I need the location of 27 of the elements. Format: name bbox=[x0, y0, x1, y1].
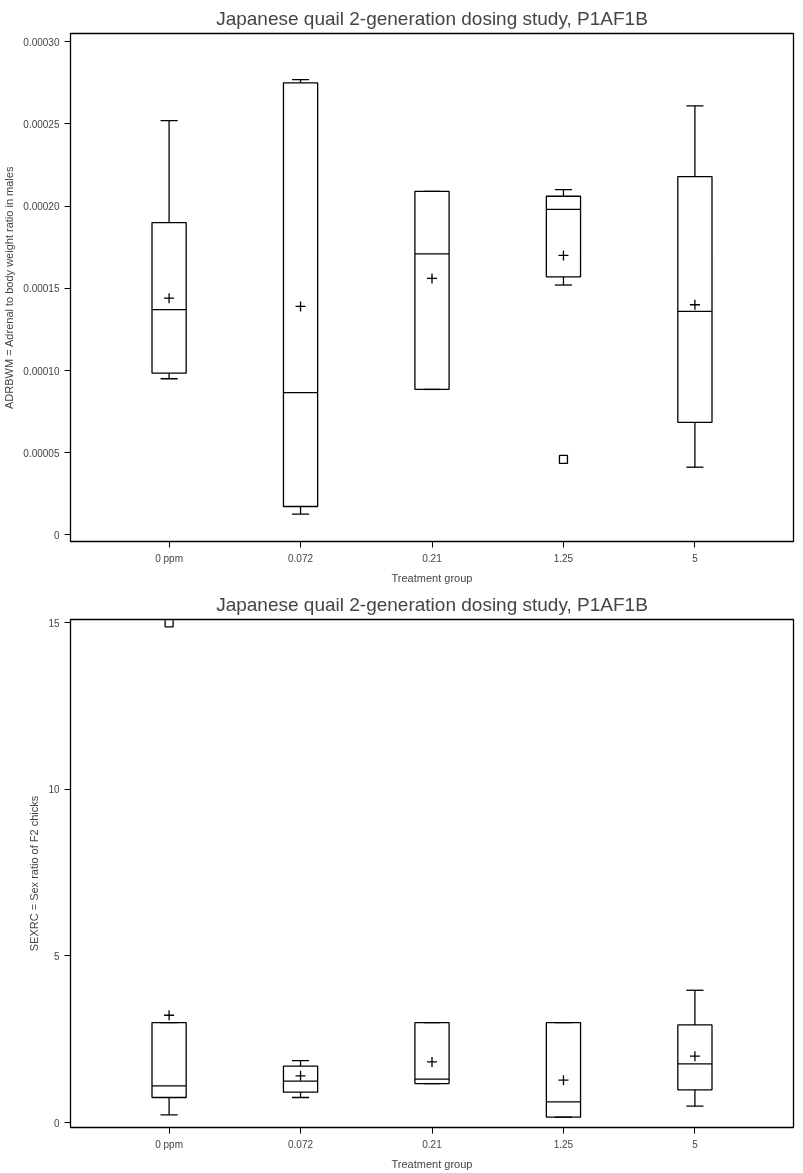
y-tick-label: 0.00010 bbox=[23, 365, 60, 377]
y-tick-label: 0.00015 bbox=[23, 283, 60, 295]
y-axis-title: ADRBWM = Adrenal to body weight ratio in males bbox=[3, 166, 16, 410]
x-axis-title: Treatment group bbox=[391, 571, 473, 584]
y-tick-label: 10 bbox=[48, 784, 60, 796]
x-tick-label: 5 bbox=[692, 552, 699, 564]
y-tick-label: 0.00005 bbox=[23, 447, 60, 459]
x-axis-title: Treatment group bbox=[391, 1157, 473, 1170]
y-tick-label: 0.00025 bbox=[23, 118, 60, 130]
x-tick-label: 0.072 bbox=[288, 1138, 314, 1150]
chart-title: Japanese quail 2-generation dosing study, P1AF1B bbox=[216, 7, 648, 29]
x-tick-label: 1.25 bbox=[553, 552, 574, 564]
x-tick-label: 0 ppm bbox=[155, 552, 183, 564]
x-tick-label: 0.072 bbox=[288, 552, 314, 564]
x-tick-label: 0 ppm bbox=[155, 1138, 183, 1150]
chart-title: Japanese quail 2-generation dosing study, P1AF1B bbox=[216, 593, 648, 615]
y-tick-label: 5 bbox=[53, 950, 60, 962]
x-tick-label: 0.21 bbox=[422, 1138, 443, 1150]
y-tick-label: 0 bbox=[53, 529, 60, 541]
y-tick-label: 0.00030 bbox=[23, 36, 60, 48]
y-axis-title: SEXRC = Sex ratio of F2 chicks bbox=[28, 795, 41, 952]
x-tick-label: 5 bbox=[692, 1138, 699, 1150]
x-tick-label: 1.25 bbox=[553, 1138, 574, 1150]
y-tick-label: 0.00020 bbox=[23, 201, 60, 213]
y-tick-label: 15 bbox=[48, 617, 60, 629]
x-tick-label: 0.21 bbox=[422, 552, 443, 564]
y-tick-label: 0 bbox=[53, 1117, 60, 1129]
